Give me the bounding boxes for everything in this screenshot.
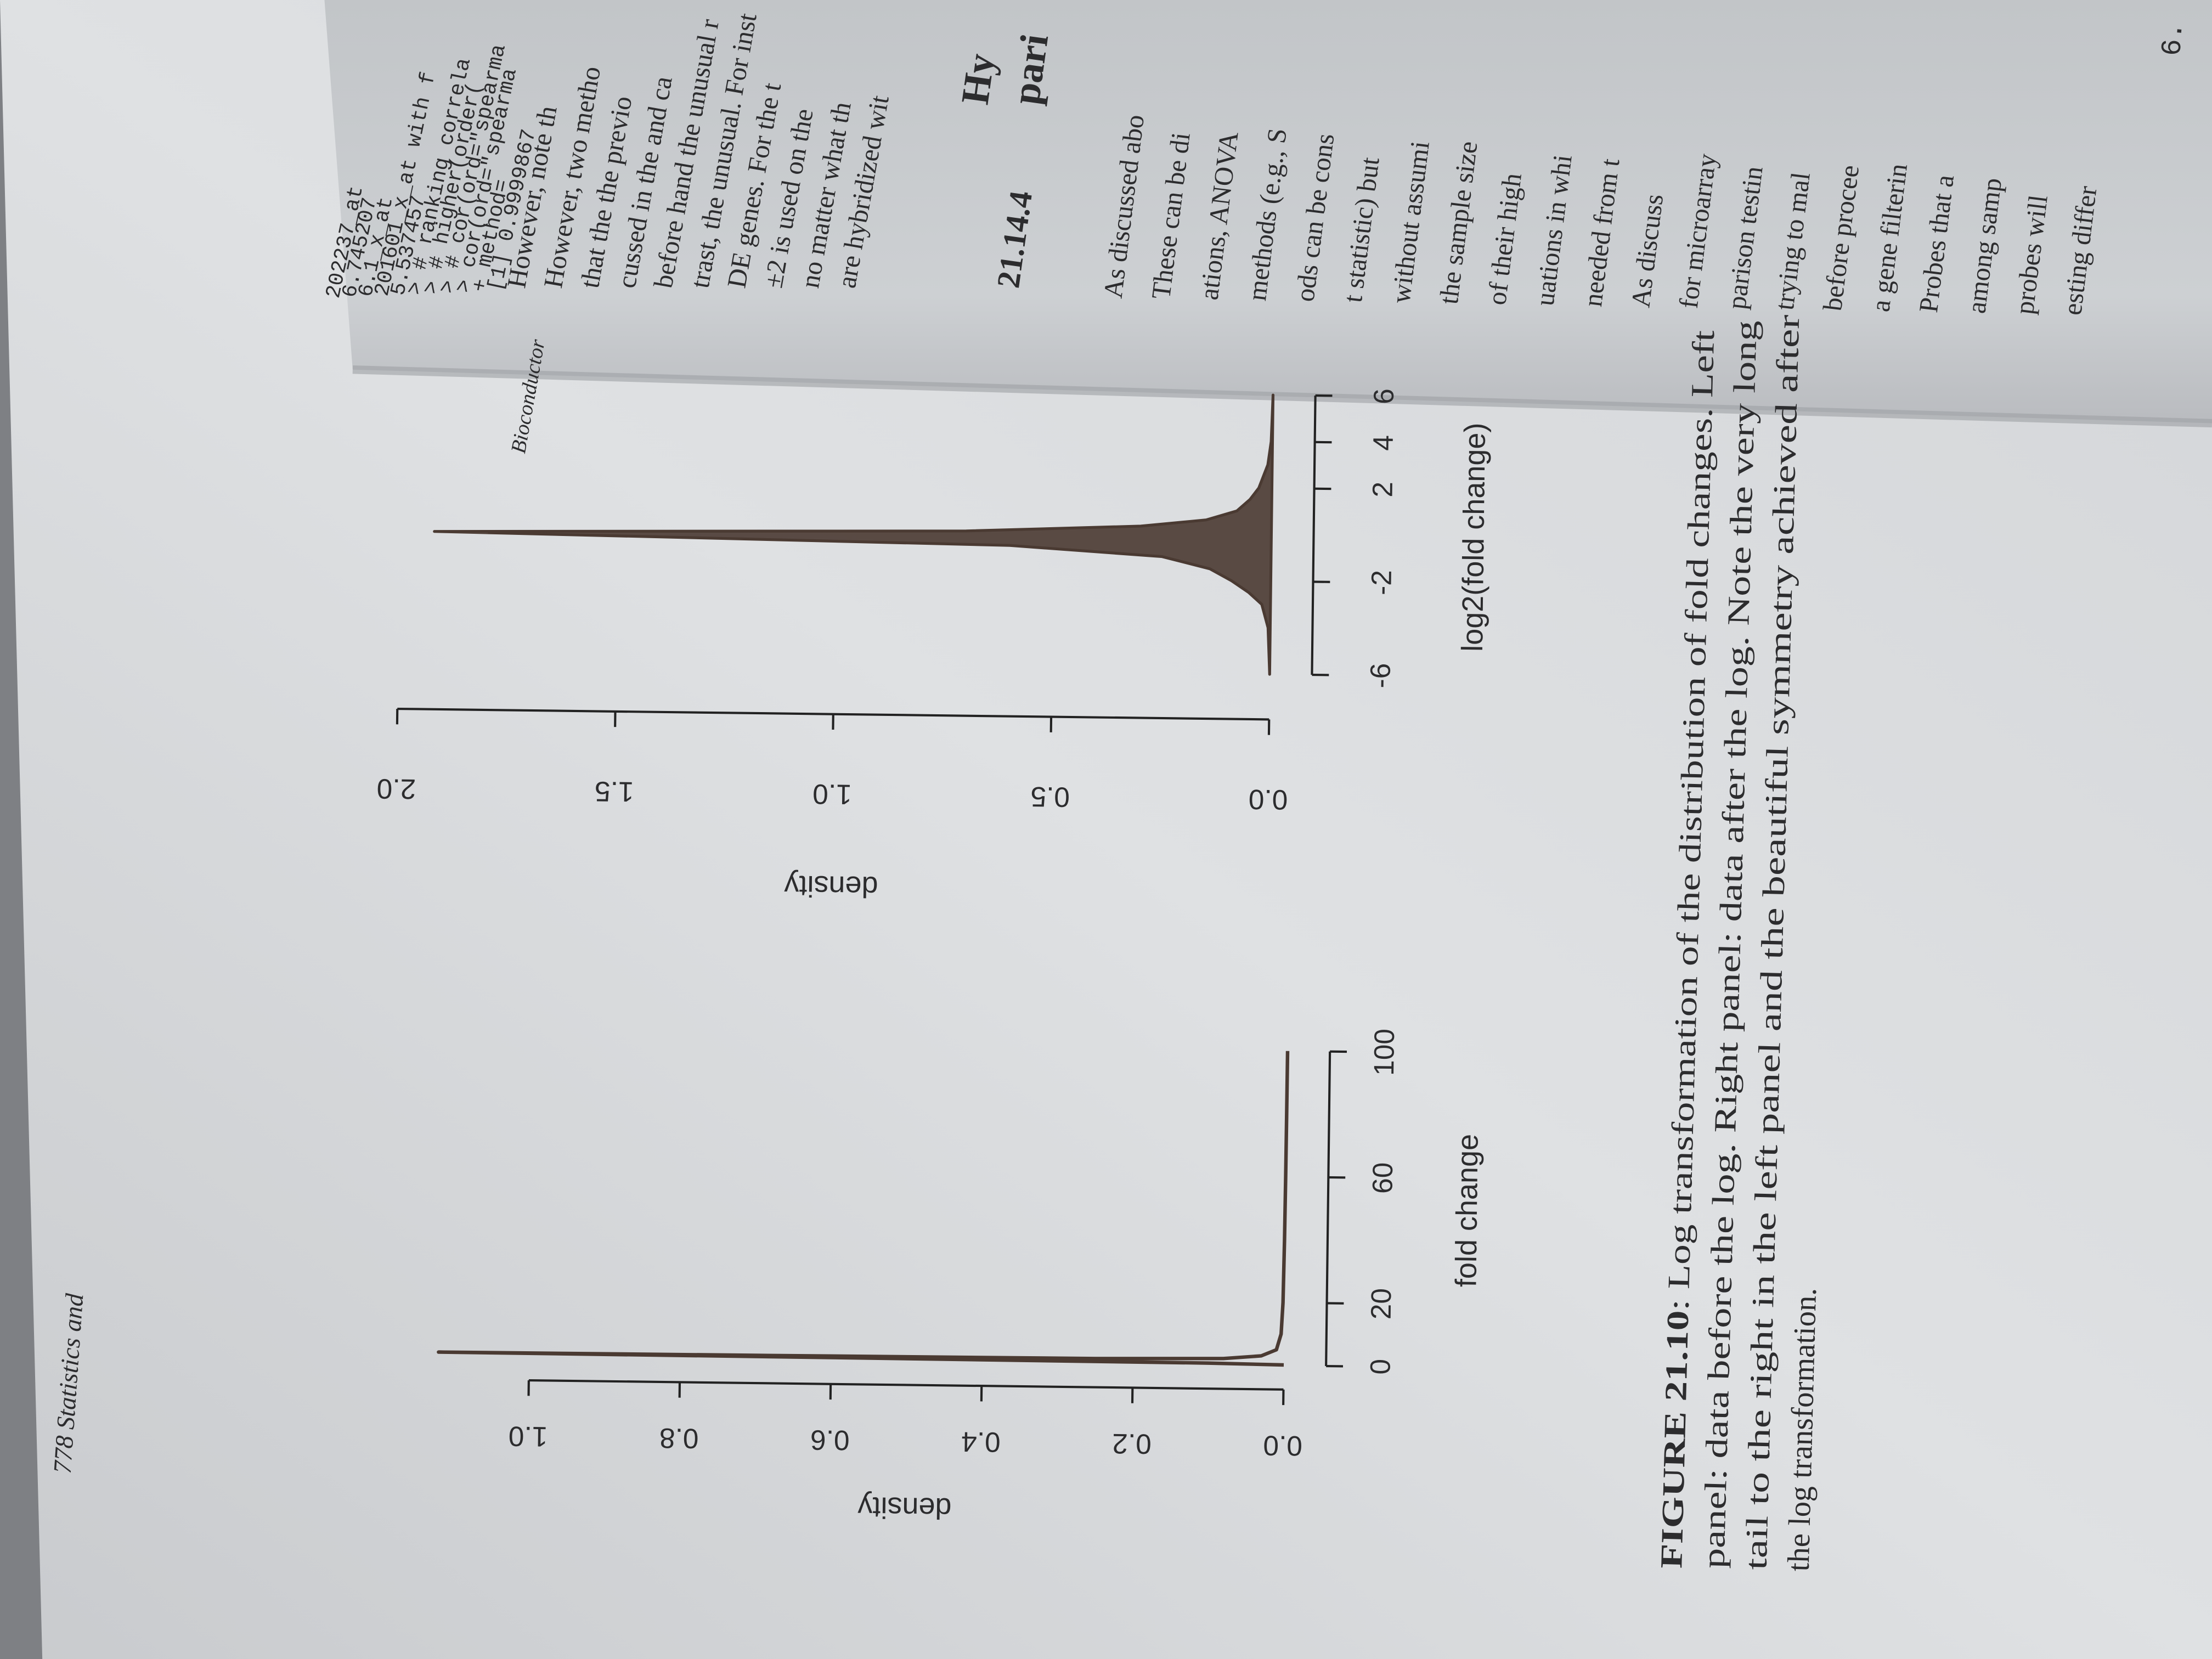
x-tick-label: 0 [1364, 1359, 1396, 1375]
chart: 0.0 0.2 0.4 0.6 0.8 1.0 density 0 20 60 100 fold ch… [437, 1029, 1485, 1525]
y-tick-label: 1.5 [595, 776, 634, 808]
y-tick-label: 0.0 [1263, 1430, 1302, 1462]
chart: 0.0 0.5 1.0 1.5 2.0 density -6 -2 2 4 6 log2(fold c… [376, 388, 1492, 904]
y-axis-label: density [857, 1491, 952, 1525]
y-tick-label: 1.0 [812, 778, 852, 811]
density-line [437, 1051, 1290, 1367]
section-title: Hy [953, 51, 1003, 107]
x-tick-label: 100 [1368, 1029, 1400, 1076]
caption-line: the log transformation. [1782, 1288, 1824, 1572]
y-axis [528, 1379, 1284, 1391]
x-tick-label: -6 [1364, 663, 1396, 688]
y-tick-label: 0.0 [1248, 784, 1288, 816]
x-tick-label: 4 [1367, 435, 1399, 451]
gutter [352, 365, 2212, 428]
x-axis [1311, 395, 1317, 675]
page-number: 6. [2157, 21, 2191, 57]
section-title: pari [1003, 31, 1057, 107]
x-tick-label: 20 [1365, 1288, 1397, 1320]
y-tick-label: 2.0 [376, 773, 416, 805]
x-tick-label: 60 [1366, 1162, 1398, 1194]
density-area [433, 393, 1275, 676]
y-axis-label: density [784, 869, 878, 903]
caption-label: FIGURE 21.10 [1655, 1310, 1695, 1569]
figure: 0.0 0.2 0.4 0.6 0.8 1.0 density 0 20 60 100 fold ch… [376, 388, 1492, 1525]
y-tick-label: 0.6 [810, 1424, 850, 1457]
x-tick-label: 2 [1367, 482, 1398, 498]
y-tick-label: 0.2 [1112, 1428, 1152, 1460]
y-tick-label: 1.0 [509, 1420, 548, 1453]
y-tick-label: 0.4 [961, 1426, 1001, 1459]
y-tick-label: 0.8 [659, 1423, 699, 1455]
x-axis-label: log2(fold change) [1456, 422, 1492, 652]
x-tick-label: 6 [1368, 388, 1400, 404]
right-page [324, 0, 2212, 424]
x-axis [1325, 1051, 1331, 1367]
y-tick-label: 0.5 [1030, 781, 1070, 814]
x-tick-label: -2 [1365, 570, 1397, 595]
x-axis-label: fold change [1449, 1134, 1484, 1288]
